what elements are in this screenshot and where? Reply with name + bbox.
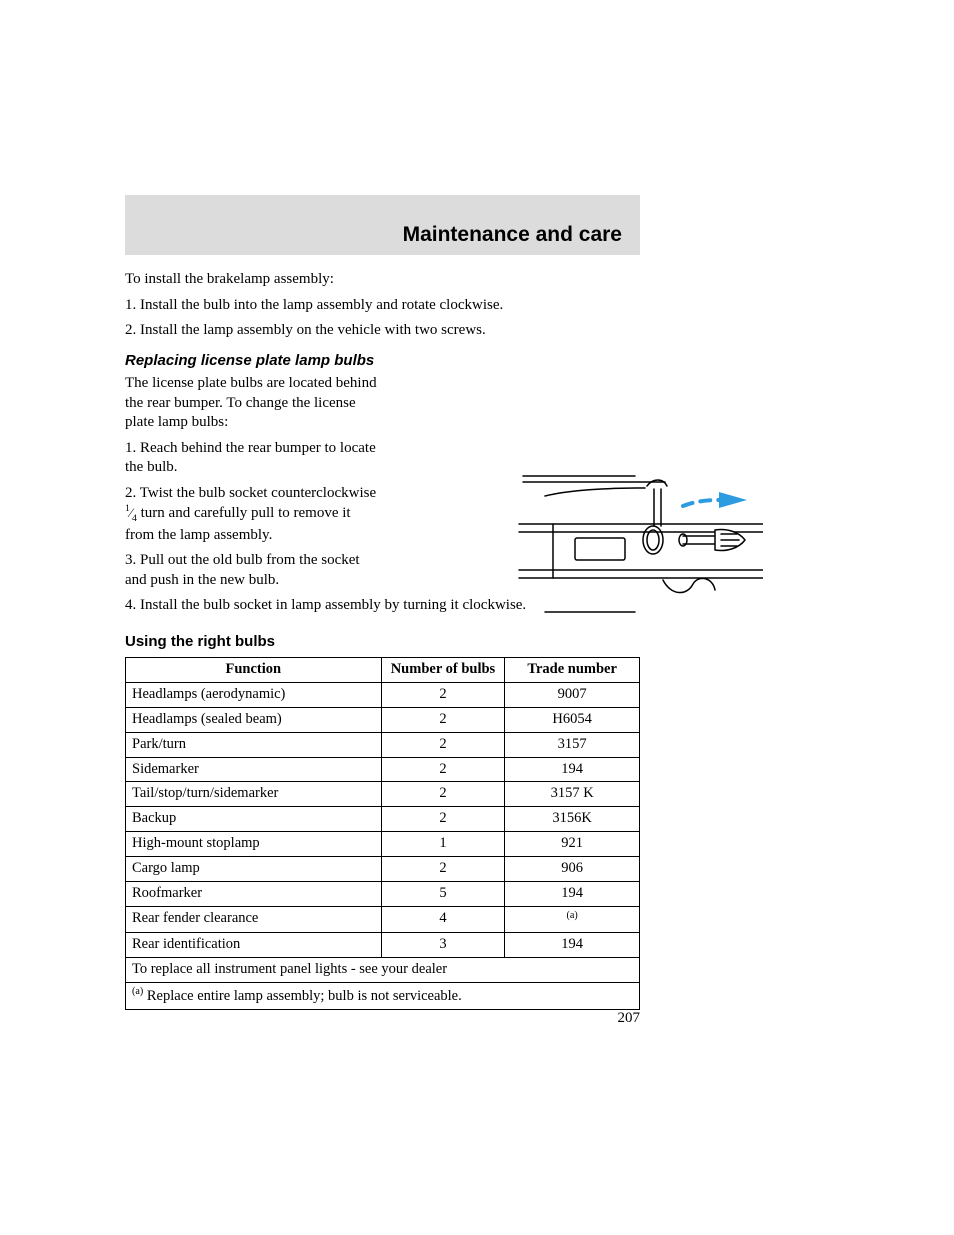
- replace-step-1: 1. Reach behind the rear bumper to locat…: [125, 439, 383, 478]
- replace-heading: Replacing license plate lamp bulbs: [125, 351, 640, 371]
- using-heading: Using the right bulbs: [125, 632, 640, 652]
- table-row: High-mount stoplamp1921: [126, 832, 640, 857]
- replace-step-2b: turn and carefully pull to remove it fro…: [125, 505, 351, 543]
- brakelamp-step-2: 2. Install the lamp assembly on the vehi…: [125, 321, 640, 341]
- table-row: Rear identification3194: [126, 933, 640, 958]
- replace-step-2: 2. Twist the bulb socket counterclockwis…: [125, 484, 383, 546]
- table-row: Headlamps (sealed beam)2H6054: [126, 707, 640, 732]
- replace-step-3: 3. Pull out the old bulb from the socket…: [125, 551, 383, 590]
- brakelamp-step-1: 1. Install the bulb into the lamp assemb…: [125, 296, 640, 316]
- footnote-text: Replace entire lamp assembly; bulb is no…: [143, 988, 462, 1004]
- table-header-row: Function Number of bulbs Trade number: [126, 658, 640, 683]
- table-row: Tail/stop/turn/sidemarker23157 K: [126, 782, 640, 807]
- col-function: Function: [126, 658, 382, 683]
- table-row: Backup23156K: [126, 807, 640, 832]
- header-band: Maintenance and care: [125, 195, 640, 255]
- table-row: Park/turn23157: [126, 732, 640, 757]
- left-text-column: The license plate bulbs are located behi…: [125, 374, 383, 590]
- footnote-ref: (a): [567, 910, 578, 921]
- bumper-illustration: [515, 468, 763, 628]
- fraction-quarter: 1⁄4: [125, 505, 137, 521]
- col-number: Number of bulbs: [381, 658, 505, 683]
- section-title: Maintenance and care: [403, 223, 622, 247]
- table-row: Roofmarker5194: [126, 881, 640, 906]
- table-footnote-row: (a) Replace entire lamp assembly; bulb i…: [126, 982, 640, 1009]
- table-row: Headlamps (aerodynamic)29007: [126, 683, 640, 708]
- page-number: 207: [125, 1010, 640, 1027]
- intro-line: To install the brakelamp assembly:: [125, 270, 640, 290]
- bulbs-table: Function Number of bulbs Trade number He…: [125, 657, 640, 1009]
- table-note-row: To replace all instrument panel lights -…: [126, 958, 640, 983]
- table-row: Rear fender clearance4(a): [126, 906, 640, 933]
- table-row: Sidemarker2194: [126, 757, 640, 782]
- page-content: To install the brakelamp assembly: 1. In…: [125, 270, 640, 1010]
- footnote-marker: (a): [132, 986, 143, 997]
- replace-step-2a: 2. Twist the bulb socket counterclockwis…: [125, 485, 376, 501]
- table-row: Cargo lamp2906: [126, 856, 640, 881]
- col-trade: Trade number: [505, 658, 640, 683]
- replace-p1: The license plate bulbs are located behi…: [125, 374, 383, 433]
